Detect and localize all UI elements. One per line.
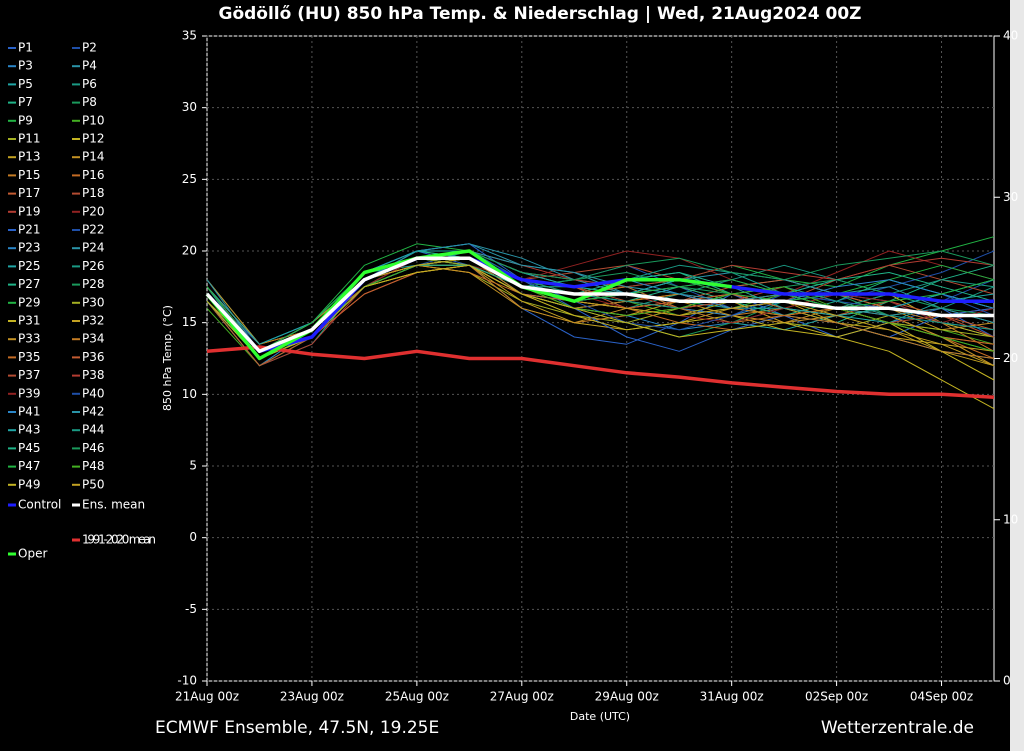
member-line [206,264,995,410]
x-tick-label: 25Aug 00z [385,690,449,704]
legend-label: P22 [82,223,105,237]
y2-tick-label: 40 [1003,29,1018,43]
legend-label: P8 [82,95,97,109]
legend-label: P29 [18,295,41,309]
x-axis-label: Date (UTC) [570,710,630,723]
chart-title: Gödöllő (HU) 850 hPa Temp. & Niederschla… [219,4,862,24]
y-tick-label: -10 [177,674,197,688]
x-tick-label: 02Sep 00z [805,690,868,704]
legend-label: Control [18,498,61,512]
highlight-line [205,256,994,354]
legend-label: P28 [82,277,105,291]
legend-label: P43 [18,423,41,437]
legend-label: P24 [82,241,105,255]
legend-label: P48 [82,459,105,473]
legend-label: P45 [18,441,41,455]
member-line [206,257,995,352]
legend-label: P14 [82,150,105,164]
legend-label: Oper [18,547,47,561]
legend-label: P36 [82,350,105,364]
legend-label: P15 [18,168,41,182]
x-tick-label: 27Aug 00z [490,690,554,704]
legend-label: P49 [18,477,41,491]
legend-label: P11 [18,132,41,146]
y-tick-label: 5 [189,459,197,473]
y2-tick-label: 0 [1003,674,1011,688]
legend-label: P50 [82,477,105,491]
legend-label: P34 [82,332,105,346]
legend-label: P20 [82,204,105,218]
legend-label: P38 [82,368,105,382]
page-edge [1010,0,1024,751]
legend-label: P3 [18,59,33,73]
highlight-line [205,256,994,354]
legend-label: P37 [18,368,41,382]
legend-label: P39 [18,386,41,400]
legend-label: P18 [82,186,105,200]
y2-tick-label: 10 [1003,512,1018,526]
legend-label: P17 [18,186,41,200]
y-tick-label: 30 [182,100,197,114]
legend-label: P7 [18,95,33,109]
legend-label: P42 [82,405,105,419]
x-tick-label: 23Aug 00z [280,690,344,704]
legend-label: P27 [18,277,41,291]
legend-label: P19 [18,204,41,218]
legend-label: P47 [18,459,41,473]
footer-site: Wetterzentrale.de [821,718,974,738]
x-tick-label: 21Aug 00z [175,690,239,704]
legend-label: P1 [18,41,33,55]
y-tick-label: 0 [189,530,197,544]
legend-label: P9 [18,113,33,127]
y-tick-label: 25 [182,172,197,186]
y-tick-label: 35 [182,29,197,43]
legend-label: P35 [18,350,41,364]
y-tick-label: 10 [182,387,197,401]
legend-label: P4 [82,59,97,73]
legend-label: P44 [82,423,105,437]
legend-label: P31 [18,314,41,328]
highlight-line [205,249,732,361]
legend-label: 1991-2020 mean [82,533,156,547]
legend-label: P40 [82,386,105,400]
legend-label: P13 [18,150,41,164]
legend-label: P41 [18,405,41,419]
legend-label: P32 [82,314,105,328]
legend-label: P2 [82,41,97,55]
y2-tick-label: 30 [1003,190,1018,204]
legend-label: P30 [82,295,105,309]
footer-source: ECMWF Ensemble, 47.5N, 19.25E [155,718,439,738]
legend-label: P26 [82,259,105,273]
legend-label: P21 [18,223,41,237]
x-tick-label: 04Sep 00z [910,690,973,704]
y-tick-label: 20 [182,244,197,258]
legend-label: P10 [82,113,105,127]
legend-label: P46 [82,441,105,455]
highlight-line [206,345,995,399]
legend-label: P16 [82,168,105,182]
legend-label: P33 [18,332,41,346]
legend-label: Ens. mean [82,498,145,512]
y-tick-label: -5 [185,602,197,616]
legend-label: P5 [18,77,33,91]
y-tick-label: 15 [182,315,197,329]
y-axis-label: 850 hPa Temp. (°C) [161,305,174,411]
legend-label: P23 [18,241,41,255]
x-tick-label: 29Aug 00z [595,690,659,704]
x-tick-label: 31Aug 00z [700,690,764,704]
legend-label: P25 [18,259,41,273]
legend-label: P6 [82,77,97,91]
legend-label: P12 [82,132,105,146]
y2-tick-label: 20 [1003,351,1018,365]
